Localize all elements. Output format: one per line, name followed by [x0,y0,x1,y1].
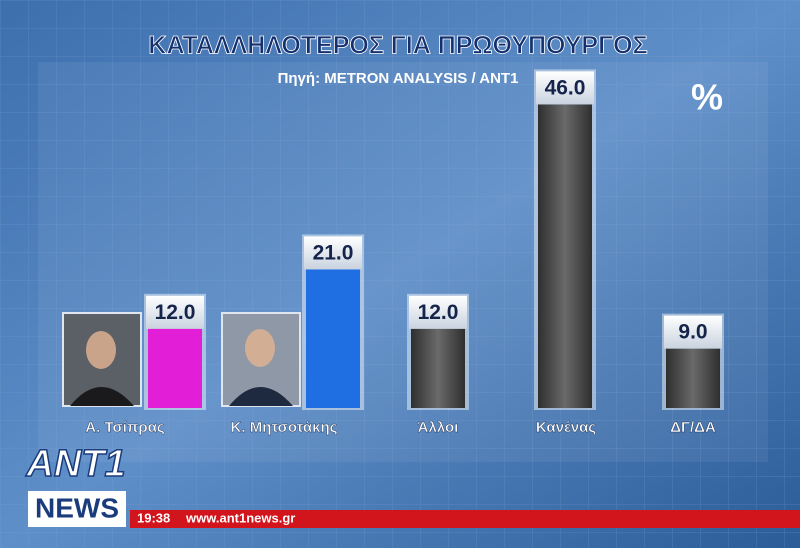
value-box [304,236,362,270]
logo-top: ANT1 [25,443,125,485]
value-label: 9.0 [678,321,707,344]
bar [666,348,720,408]
value-label: 12.0 [418,301,459,324]
value-box [146,295,204,329]
value-box [664,315,722,349]
category-label: Κ. Μητσοτάκης [231,419,338,436]
value-label: 12.0 [155,301,196,324]
value-label: 21.0 [313,241,354,264]
category-label: Κανένας [536,419,596,436]
logo-box [28,491,126,527]
ticker-bar [130,510,800,528]
ticker-time: 19:38 [137,510,170,525]
bar [411,328,465,408]
bars: 12.0 Α. Τσίπρας 21.0 Κ. Μητσοτάκης 12.0 Άλλοι… [85,69,724,436]
logo-bottom: NEWS [35,492,119,523]
unit-label: % [691,77,723,118]
value-label: 46.0 [545,76,586,99]
bar [538,104,592,409]
chart-subtitle: Πηγή: METRON ANALYSIS / ANT1 [278,70,519,87]
value-box [536,71,594,105]
category-label: Άλλοι [418,419,459,436]
ticker-url: www.ant1news.gr [185,510,295,525]
photo-suit [70,387,134,406]
bar [306,269,360,408]
category-label: ΔΓ/ΔΑ [670,419,716,436]
photo-face [86,331,116,369]
chart-title: ΚΑΤΑΛΛΗΛΟΤΕΡΟΣ ΓΙΑ ΠΡΩΘΥΠΟΥΡΓΟΣ [148,32,647,60]
category-label: Α. Τσίπρας [85,419,165,436]
photo-face [245,329,275,367]
photo-suit [229,387,293,406]
bar [148,328,202,408]
value-box [409,295,467,329]
